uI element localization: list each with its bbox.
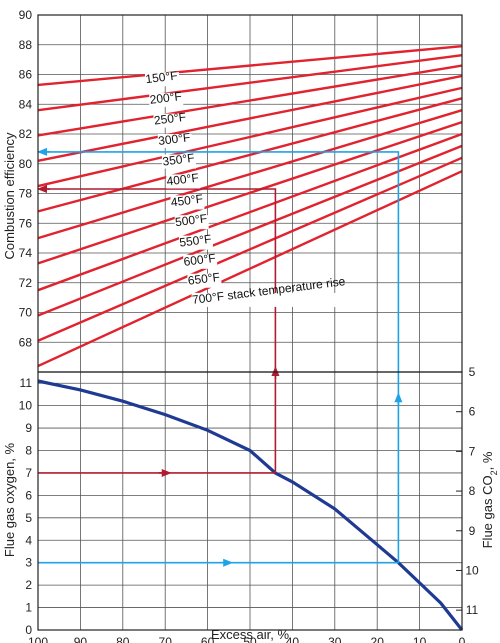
series-label-bg [174,215,209,230]
excess-air-tick: 30 [328,635,342,643]
co2-axis-title: Flue gas CO2, % [480,451,499,548]
efficiency-line [37,45,463,87]
series-label: 600°F [183,251,217,269]
efficiency-line [37,144,463,317]
series-label: 400°F [166,171,200,189]
efficiency-axis-title: Combustion efficiency [2,132,17,259]
efficiency-tick: 78 [19,187,33,201]
excess-air-tick: 40 [286,635,300,643]
series-label-bg [191,292,370,307]
efficiency-line [37,86,463,188]
oxygen-tick: 7 [25,466,32,480]
series-label-bg [153,113,188,128]
oxygen-tick: 4 [25,533,32,547]
series-label-bg [170,195,205,210]
bottom-panel-frame [37,371,463,631]
series-label-bg [149,92,184,107]
efficiency-tick: 72 [19,276,33,290]
excess-air-tick: 0 [459,635,466,643]
oxygen-tick-labels: 0 1 2 3 4 5 6 7 8 9 10 11 [19,376,33,637]
co2-tick-labels: 5 6 7 8 9 10 11 [456,365,479,617]
oxygen-tick: 5 [25,511,32,525]
series-label: 650°F [187,270,221,288]
co2-tick: 7 [469,444,476,458]
efficiency-tick: 80 [19,157,33,171]
efficiency-arrow-line [38,151,400,563]
efficiency-tick: 76 [19,216,33,230]
series-label: 550°F [179,232,213,250]
efficiency-line [37,132,463,292]
stack-temperature-labels: 150°F 200°F 250°F 300°F 350°F 400°F 450°F500°F… [145,68,370,307]
oxygen-tick: 6 [25,488,32,502]
excess-air-tick: 90 [74,635,88,643]
efficiency-tick-labels: 68 70 72 74 76 78 80 82 84 86 88 90 [19,8,33,349]
efficiency-line [37,97,463,213]
efficiency-tick: 90 [19,8,33,22]
oxygen-tick: 2 [25,578,32,592]
oxygen-curve-path [37,379,464,631]
efficiency-line [37,156,463,342]
oxygen-tick: 11 [20,376,33,390]
co2-tick: 11 [466,603,479,617]
oxygen-tick: 8 [25,444,32,458]
example-arrows [37,147,403,567]
oxygen-axis-title: Flue gas oxygen, % [2,442,17,557]
efficiency-tick: 74 [19,246,33,260]
series-label-bg [157,134,192,149]
series-label-bg [166,174,201,189]
series-label: 250°F [153,110,187,128]
excess-air-tick: 70 [159,635,173,643]
efficiency-line [37,109,463,240]
efficiency-lines [37,45,463,368]
efficiency-tick: 86 [19,68,33,82]
series-label: 200°F [149,89,183,107]
efficiency-tick: 82 [19,127,33,141]
series-label-bg [178,235,213,250]
series-label-bg [187,273,222,288]
efficiency-tick: 84 [19,97,33,111]
efficiency-line [37,53,463,112]
efficiency-line [37,120,463,265]
co2-tick: 9 [469,524,476,538]
series-label: 350°F [162,151,196,169]
efficiency-line [37,170,463,368]
excess-air-tick: 60 [201,635,215,643]
oxygen-tick: 10 [19,399,33,413]
oxygen-tick: 1 [25,601,32,615]
series-label-bg [161,154,196,169]
efficiency-arrow-line [38,188,277,473]
co2-tick: 6 [469,405,476,419]
excess-air-axis-title: Excess air, % [211,627,289,642]
excess-air-tick: 80 [116,635,130,643]
oxygen-tick: 3 [25,556,32,570]
excess-air-tick: 50 [243,635,257,643]
series-label-bg [183,254,218,269]
oxygen-curve [37,379,464,631]
series-label-bg [145,72,179,87]
efficiency-line [37,74,463,162]
series-label: 300°F [157,130,191,148]
oxygen-tick: 9 [25,421,32,435]
excess-air-tick: 20 [371,635,385,643]
series-label: 450°F [170,192,204,210]
efficiency-tick: 70 [19,306,33,320]
co2-tick: 5 [469,365,476,379]
co2-tick: 10 [465,563,479,577]
oxygen-tick: 0 [25,623,32,637]
excess-air-tick: 10 [413,635,427,643]
series-label: 500°F [174,211,208,229]
efficiency-tick: 68 [19,335,33,349]
efficiency-line [37,64,463,137]
co2-tick: 8 [469,484,476,498]
excess-air-tick-labels: 100 90 80 70 60 50 40 30 20 10 0 [28,635,466,643]
excess-air-tick: 100 [28,635,48,643]
series-label: 150°F [145,68,179,86]
efficiency-tick: 88 [19,38,33,52]
